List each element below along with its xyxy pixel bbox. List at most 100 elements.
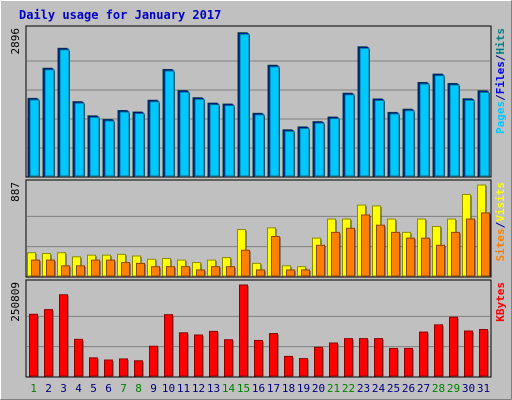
bar-pages-day-17 [269, 66, 280, 177]
bar-kbytes-day-8 [134, 360, 143, 377]
panel-hits-files-pages: 2896 Pages/Files/Hits [9, 25, 507, 178]
bar-pages-day-21 [329, 118, 340, 177]
bar-pages-day-27 [419, 83, 430, 177]
bar-pages-day-16 [254, 114, 265, 177]
bar-kbytes-day-25 [389, 347, 398, 377]
bar-sites-day-26 [406, 237, 415, 277]
panel-visits-sites: 887 Sites/Visits [9, 179, 507, 278]
legend-entry: Hits [494, 28, 507, 55]
bar-pages-day-11 [179, 91, 190, 177]
legend-entry: KBytes [494, 282, 507, 322]
bar-pages-day-22 [344, 94, 355, 177]
bar-kbytes-day-29 [449, 316, 458, 377]
x-tick-label: 5 [90, 382, 97, 395]
bar-sites-day-30 [466, 218, 475, 277]
bar-sites-day-19 [301, 269, 310, 277]
bar-sites-day-17 [271, 236, 280, 277]
legend: Sites/Visits [494, 182, 507, 262]
bar-kbytes-day-5 [89, 357, 98, 377]
bar-kbytes-day-16 [254, 339, 263, 377]
x-tick-label: 14 [222, 382, 236, 395]
y-axis-max-label: 2896 [9, 28, 22, 55]
bar-kbytes-day-19 [299, 358, 308, 377]
bar-sites-day-12 [196, 269, 205, 277]
x-tick-label: 6 [105, 382, 112, 395]
bar-sites-day-20 [316, 244, 325, 277]
bar-sites-day-8 [136, 262, 145, 277]
bar-pages-day-3 [59, 49, 70, 177]
legend-entry: Sites [494, 228, 507, 261]
bar-pages-day-5 [89, 116, 100, 177]
bar-pages-day-24 [374, 99, 385, 177]
x-tick-label: 3 [60, 382, 67, 395]
legend: KBytes [494, 282, 507, 322]
bar-kbytes-day-24 [374, 338, 383, 377]
bar-sites-day-29 [451, 231, 460, 277]
bar-sites-day-13 [211, 266, 220, 277]
bar-kbytes-day-22 [344, 338, 353, 377]
bar-kbytes-day-9 [149, 345, 158, 377]
bar-kbytes-day-2 [44, 309, 53, 377]
bar-kbytes-day-15 [239, 284, 248, 377]
bar-pages-day-2 [44, 69, 55, 177]
bar-sites-day-3 [61, 265, 70, 277]
x-tick-label: 4 [75, 382, 82, 395]
bar-pages-day-7 [119, 111, 130, 177]
bar-pages-day-15 [239, 33, 250, 177]
panel-kbytes: 250809 KBytes [9, 279, 507, 378]
bar-sites-day-22 [346, 227, 355, 277]
bar-sites-day-6 [106, 259, 115, 277]
bar-kbytes-day-18 [284, 355, 293, 377]
x-tick-label: 21 [327, 382, 340, 395]
bar-pages-day-31 [479, 91, 490, 177]
legend-entry: / [494, 221, 507, 228]
bar-pages-day-26 [404, 110, 415, 177]
legend-entry: Pages [494, 101, 507, 134]
x-tick-label: 27 [417, 382, 430, 395]
x-tick-label: 19 [297, 382, 310, 395]
bar-kbytes-day-26 [404, 347, 413, 377]
bar-kbytes-day-30 [464, 330, 473, 377]
panels-layer: 2896 Pages/Files/Hits 887 Sites/Visits 25080… [9, 25, 507, 378]
bar-kbytes-day-4 [74, 338, 83, 377]
bar-sites-day-4 [76, 265, 85, 277]
bar-kbytes-day-23 [359, 338, 368, 377]
legend-entry: / [494, 94, 507, 101]
bar-kbytes-day-13 [209, 330, 218, 377]
y-axis-max-label: 887 [9, 182, 22, 202]
bar-sites-day-7 [121, 262, 130, 277]
bar-kbytes-day-14 [224, 339, 233, 377]
bar-pages-day-28 [434, 75, 445, 177]
chart-title: Daily usage for January 2017 [19, 8, 221, 22]
bar-sites-day-2 [46, 259, 55, 277]
x-tick-label: 23 [357, 382, 370, 395]
bar-pages-day-1 [29, 99, 40, 177]
bar-pages-day-14 [224, 105, 235, 177]
bar-kbytes-day-3 [59, 294, 68, 377]
bar-sites-day-14 [226, 266, 235, 277]
bar-pages-day-19 [299, 127, 310, 177]
x-tick-label: 25 [387, 382, 400, 395]
bar-sites-day-1 [31, 259, 40, 277]
bar-kbytes-day-31 [479, 329, 488, 377]
bar-kbytes-day-11 [179, 332, 188, 377]
bar-kbytes-day-20 [314, 346, 323, 377]
legend: Pages/Files/Hits [494, 28, 507, 134]
bar-kbytes-day-12 [194, 334, 203, 377]
legend-entry: / [494, 54, 507, 61]
x-tick-label: 18 [282, 382, 295, 395]
x-tick-label: 29 [447, 382, 460, 395]
bar-sites-day-31 [481, 212, 490, 277]
bar-sites-day-5 [91, 259, 100, 277]
x-tick-label: 13 [207, 382, 220, 395]
x-tick-label: 26 [402, 382, 415, 395]
bar-kbytes-day-21 [329, 342, 338, 377]
x-tick-label: 24 [372, 382, 386, 395]
bar-pages-day-25 [389, 113, 400, 177]
bar-pages-day-13 [209, 104, 220, 177]
bar-kbytes-day-6 [104, 359, 113, 377]
bar-pages-day-10 [164, 70, 175, 177]
bar-kbytes-day-28 [434, 324, 443, 377]
x-tick-label: 20 [312, 382, 325, 395]
bar-sites-day-23 [361, 214, 370, 277]
